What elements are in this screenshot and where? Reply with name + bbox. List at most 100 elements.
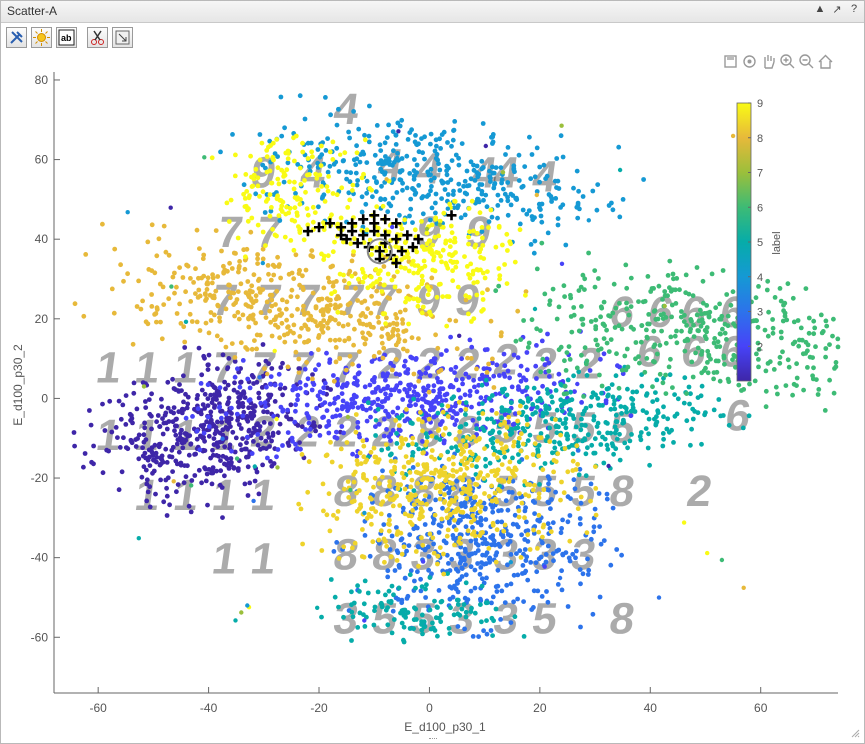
rotate-icon[interactable] (741, 53, 758, 70)
scatter-point (232, 359, 238, 364)
scatter-point (210, 447, 215, 453)
scatter-point (344, 381, 350, 386)
scatter-point (282, 385, 288, 391)
selected-point-marker[interactable] (347, 226, 358, 237)
scatter-point (605, 421, 610, 426)
save-icon[interactable] (722, 53, 739, 70)
scatter-point (578, 494, 584, 500)
selection-highlight-circle[interactable] (366, 238, 393, 265)
selected-point-marker[interactable] (325, 218, 336, 229)
selected-point-marker[interactable] (391, 218, 402, 229)
zoom-out-icon[interactable] (798, 53, 815, 70)
scatter-point (458, 451, 464, 457)
scatter-point (438, 367, 444, 373)
selected-point-marker[interactable] (352, 238, 363, 249)
scatter-point (83, 252, 89, 257)
scatter-point (333, 345, 339, 350)
scatter-point (214, 333, 220, 339)
scatter-point (571, 185, 576, 191)
selected-point-marker[interactable] (341, 234, 352, 245)
scatter-point (456, 387, 462, 393)
cut-button[interactable] (87, 27, 108, 48)
x-tick-label: -60 (89, 701, 107, 715)
text-label-button[interactable]: ab (56, 27, 77, 48)
selected-point-marker[interactable] (302, 226, 313, 237)
home-icon[interactable] (817, 53, 834, 70)
scatter-point (775, 391, 780, 397)
scatter-point (267, 308, 273, 314)
scatter-point (773, 384, 779, 390)
selected-point-marker[interactable] (369, 218, 380, 229)
scatter-point (158, 477, 164, 483)
scatter-point (173, 432, 179, 438)
tools-button[interactable] (6, 27, 27, 48)
resize-grip-icon[interactable] (850, 728, 860, 738)
scatter-point (491, 170, 497, 176)
scatter-point (361, 171, 366, 177)
selected-point-marker[interactable] (407, 242, 418, 253)
scatter-point (416, 392, 421, 398)
pan-icon[interactable] (760, 53, 777, 70)
scatter-point (444, 323, 450, 329)
scatter-point (516, 435, 522, 441)
scatter-point (248, 229, 254, 235)
selected-point-marker[interactable] (336, 230, 347, 241)
scatter-point (686, 384, 692, 390)
selected-point-marker[interactable] (358, 230, 369, 241)
scatter-point (236, 422, 242, 427)
scatter-point (241, 182, 247, 188)
scatter-point (505, 194, 510, 200)
scatter-point (391, 617, 397, 622)
selected-point-marker[interactable] (358, 214, 369, 225)
scatter-point (341, 486, 347, 492)
scroll-grip[interactable] (429, 738, 437, 743)
dock-button[interactable] (112, 27, 133, 48)
selected-point-marker[interactable] (314, 222, 325, 233)
scatter-point (320, 309, 326, 315)
scatter-point (764, 287, 770, 293)
selected-point-marker[interactable] (391, 258, 402, 269)
light-button[interactable] (31, 27, 52, 48)
scatter-point (458, 544, 464, 550)
scatter-point (533, 363, 539, 369)
scatter-point (299, 424, 305, 430)
selected-point-marker[interactable] (396, 246, 407, 257)
selected-point-marker[interactable] (446, 210, 457, 221)
scatter-point (282, 339, 288, 345)
scatter-point (223, 386, 228, 392)
scatter-point (492, 181, 498, 186)
undock-icon[interactable]: ↗ (832, 4, 842, 16)
scatter-point (432, 598, 437, 604)
scatter-point (365, 285, 371, 291)
scatter-point (197, 246, 202, 252)
scatter-point (395, 333, 401, 338)
scatter-point (391, 592, 396, 598)
scatter-point (411, 176, 417, 182)
scatter-point (398, 264, 404, 270)
scatter-point (155, 413, 161, 418)
selected-point-marker[interactable] (391, 234, 402, 245)
scatter-point (165, 475, 171, 481)
scatter-point (464, 465, 470, 471)
scatter-point (201, 422, 207, 428)
scatter-point (542, 461, 548, 466)
scatter-point (190, 414, 195, 419)
scatter-point (536, 453, 542, 459)
scatter-point (256, 491, 262, 497)
scatter-point (72, 443, 77, 449)
scatter-point (466, 234, 471, 240)
scatter-point (171, 410, 177, 416)
selected-point-marker[interactable] (413, 234, 424, 245)
scatter-point (235, 366, 240, 372)
scatter-point (297, 93, 303, 99)
zoom-in-icon[interactable] (779, 53, 796, 70)
help-icon[interactable]: ? (850, 3, 858, 15)
scatter-point (610, 443, 616, 449)
scatter-point (399, 600, 405, 606)
collapse-icon[interactable]: ▲ (814, 3, 826, 15)
scatter-point (551, 469, 556, 475)
selected-point-marker[interactable] (402, 230, 413, 241)
selected-point-marker[interactable] (380, 214, 391, 225)
